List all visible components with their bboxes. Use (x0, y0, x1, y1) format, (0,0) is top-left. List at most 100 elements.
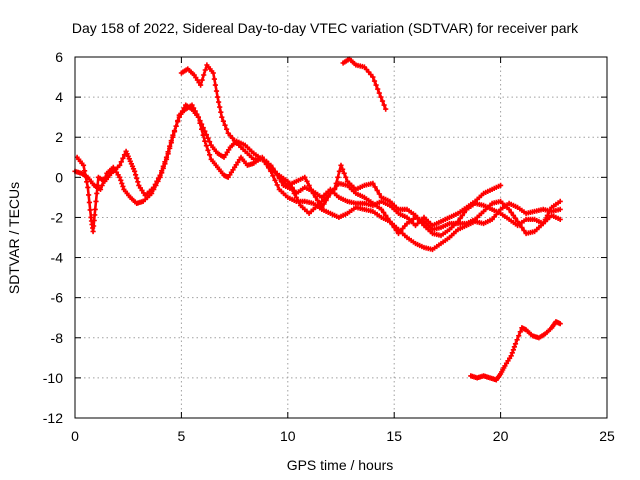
y-tick-label: -12 (43, 410, 63, 426)
data-point-marker (319, 204, 325, 210)
data-point-marker (117, 174, 123, 180)
data-point-marker (90, 228, 96, 235)
data-point-marker (457, 215, 463, 221)
data-point-marker (510, 347, 516, 353)
data-point-marker (201, 72, 207, 78)
data-point-marker (210, 70, 216, 76)
data-point-marker (521, 227, 527, 234)
data-point-marker (508, 209, 514, 215)
data-point-marker (194, 111, 200, 117)
x-tick-label: 10 (280, 428, 296, 444)
data-point-marker (151, 186, 157, 192)
data-point-marker (304, 178, 310, 184)
data-point-marker (97, 186, 104, 192)
data-point-marker (202, 67, 208, 73)
data-point-marker (274, 172, 280, 178)
data-point-marker (378, 94, 384, 100)
data-point-marker (157, 174, 163, 180)
data-point-marker (370, 180, 376, 186)
data-point-marker (514, 337, 520, 343)
data-point-marker (312, 194, 319, 200)
data-point-marker (461, 209, 467, 215)
data-point-marker (335, 174, 341, 180)
data-point-marker (308, 186, 314, 192)
data-point-marker (512, 341, 519, 347)
data-point-marker (217, 104, 223, 110)
data-point-marker (378, 206, 384, 212)
data-point-marker (374, 187, 380, 193)
data-point-marker (340, 166, 346, 172)
data-point-marker (376, 90, 382, 96)
data-point-marker (371, 78, 378, 84)
data-point-marker (134, 175, 140, 181)
data-point-marker (222, 122, 228, 128)
data-point-marker (289, 186, 295, 192)
data-point-marker (276, 175, 282, 181)
data-point-marker (199, 126, 205, 132)
data-point-marker (117, 162, 123, 168)
axes: 0 5 10 15 20 25 -12 -10 -8 -6 -4 -2 0 2 4 6 (43, 49, 615, 444)
data-point-marker (291, 190, 297, 196)
data-point-marker (219, 114, 225, 120)
data-point-marker (332, 186, 338, 192)
data-point-marker (99, 182, 105, 188)
data-point-marker (381, 102, 387, 108)
data-point-marker (118, 177, 124, 183)
data-point-marker (213, 88, 220, 94)
data-point-marker (517, 329, 523, 335)
data-point-marker (557, 206, 563, 212)
data-point-marker (155, 178, 161, 184)
data-point-marker (212, 82, 218, 88)
data-point-marker (557, 216, 563, 222)
data-point-marker (383, 106, 389, 112)
data-point-marker (91, 223, 97, 229)
y-tick-label: 4 (55, 89, 63, 105)
data-point-marker (512, 215, 519, 221)
data-point-marker (381, 209, 387, 215)
data-point-marker (171, 129, 178, 135)
data-point-marker (293, 194, 299, 200)
data-point-marker (302, 174, 308, 180)
series-trace-e (340, 56, 389, 112)
data-point-marker (191, 105, 197, 111)
data-point-marker (198, 82, 204, 88)
data-point-marker (170, 134, 176, 140)
data-point-marker (202, 138, 208, 144)
data-point-marker (274, 182, 280, 188)
data-point-marker (215, 94, 221, 100)
series-trace-line (75, 103, 502, 233)
series-trace-d (263, 158, 563, 239)
y-tick-label: -8 (51, 330, 64, 346)
data-point-marker (205, 135, 211, 141)
data-point-marker (498, 182, 504, 188)
data-point-marker (197, 120, 203, 126)
data-point-marker (162, 161, 168, 167)
data-point-marker (85, 184, 91, 190)
data-point-marker (272, 168, 278, 174)
data-point-marker (132, 168, 138, 174)
data-point-marker (87, 207, 93, 213)
data-point-marker (102, 174, 108, 180)
data-point-marker (509, 350, 515, 356)
data-point-marker (376, 191, 382, 197)
data-point-marker (373, 82, 379, 88)
x-tick-label: 5 (178, 428, 186, 444)
data-point-marker (192, 108, 198, 114)
plot-frame (74, 56, 608, 419)
y-tick-label: -2 (51, 209, 64, 225)
data-point-marker (218, 109, 224, 115)
data-point-marker (163, 156, 170, 162)
y-tick-label: 6 (55, 49, 63, 65)
data-point-marker (220, 118, 226, 124)
data-point-marker (511, 344, 517, 350)
data-point-marker (343, 174, 349, 180)
data-point-marker (389, 221, 395, 228)
data-point-marker (306, 182, 312, 188)
data-point-marker (149, 190, 155, 196)
y-tick-label: -10 (43, 370, 63, 386)
series-trace-a (74, 102, 504, 235)
data-point-marker (338, 162, 344, 168)
data-point-marker (383, 212, 389, 218)
data-point-marker (341, 170, 347, 176)
data-point-marker (175, 118, 181, 124)
